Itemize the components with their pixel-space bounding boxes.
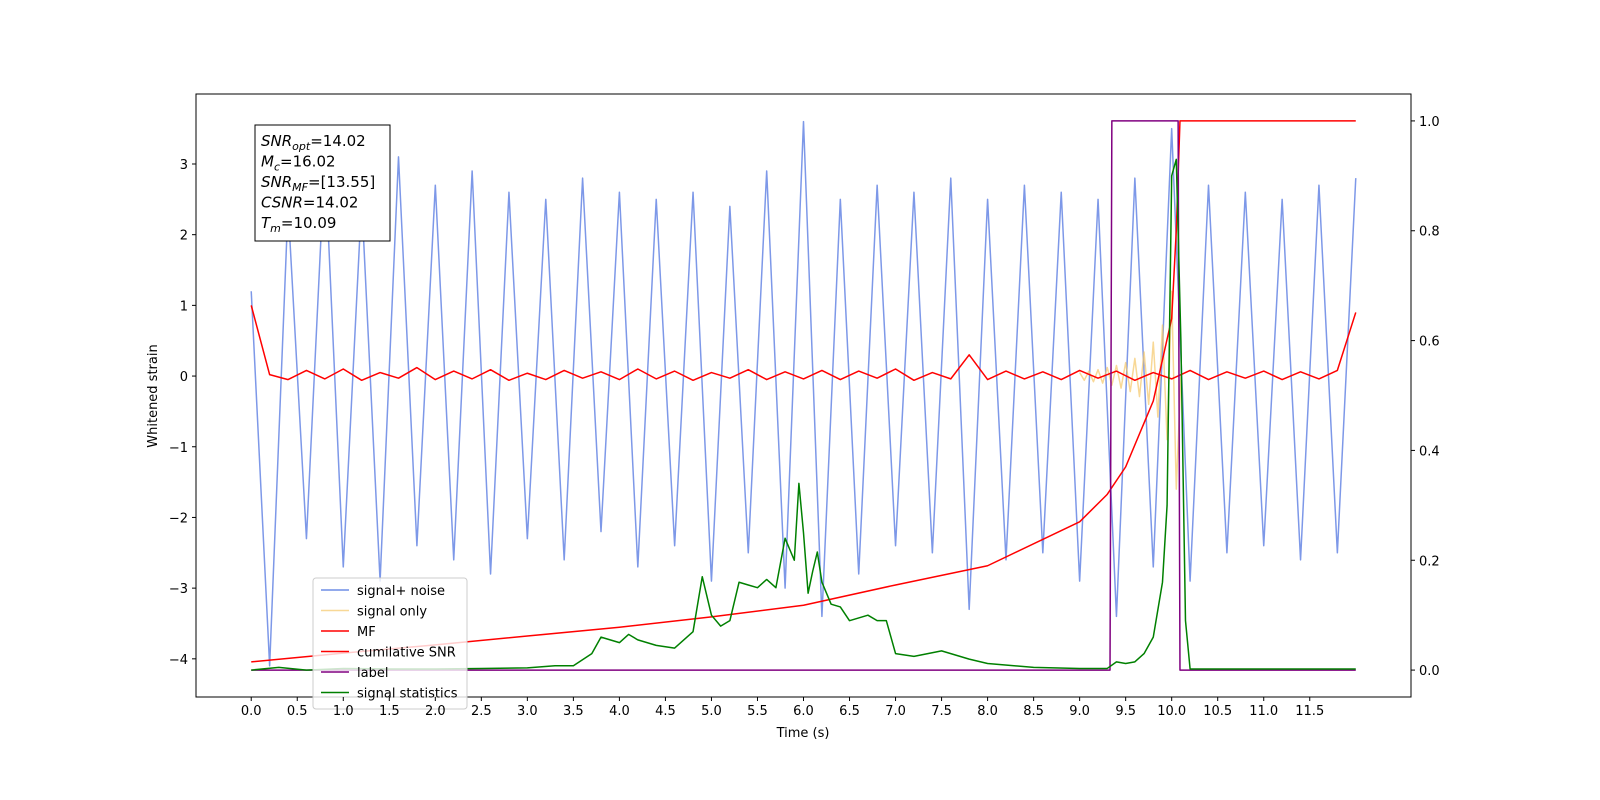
- annotation-value: =14.02: [310, 132, 366, 150]
- annotation-line: Mc=16.02: [261, 153, 336, 174]
- annotation-symbol: SNR: [261, 173, 292, 191]
- x-tick-label: 10.5: [1203, 704, 1232, 719]
- x-tick-label: 3.0: [517, 704, 538, 719]
- annotation-value: =16.02: [280, 153, 336, 171]
- series-line: [251, 120, 1356, 663]
- annotation-subscript: opt: [292, 140, 311, 153]
- annotation-symbol: CSNR: [261, 194, 303, 212]
- y-tick-label: −1: [169, 441, 188, 456]
- y-axis-label: Whitened strain: [146, 344, 161, 447]
- series-line: [1078, 290, 1182, 490]
- plot-area: [250, 120, 1357, 671]
- series-line: [250, 120, 1357, 667]
- x-tick-label: 1.5: [379, 704, 400, 719]
- annotation-value: =10.09: [281, 214, 337, 232]
- annotation-value: =14.02: [303, 194, 359, 212]
- legend-label: signal+ noise: [357, 584, 445, 599]
- y-tick-label: 3: [180, 158, 188, 173]
- annotation-box: SNRopt=14.02Mc=16.02SNRMF=[13.55]CSNR=14…: [254, 124, 391, 242]
- x-tick-label: 5.0: [701, 704, 722, 719]
- annotation-symbol: SNR: [261, 132, 292, 150]
- y-tick-label: 2: [180, 229, 188, 244]
- series-line: [251, 158, 1356, 671]
- annotation-line: Tm=10.09: [261, 214, 336, 235]
- y2-tick-label: 0.0: [1419, 664, 1440, 679]
- x-tick-label: 0.0: [241, 704, 262, 719]
- x-tick-label: 10.0: [1157, 704, 1186, 719]
- legend-frame: [312, 577, 468, 710]
- x-tick-label: 7.5: [931, 704, 952, 719]
- x-tick-label: 9.0: [1069, 704, 1090, 719]
- x-tick-label: 11.5: [1295, 704, 1324, 719]
- x-tick-label: 11.0: [1249, 704, 1278, 719]
- x-tick-label: 6.5: [839, 704, 860, 719]
- y-tick-label: 0: [180, 370, 188, 385]
- x-axis-label: Time (s): [776, 726, 830, 741]
- legend: signal+ noise signal only MF cumilative SNR…: [312, 577, 468, 710]
- y-tick-label: 1: [180, 299, 188, 314]
- y2-tick-label: 1.0: [1419, 115, 1440, 130]
- annotation-value: =[13.55]: [308, 173, 375, 191]
- series-line: [251, 120, 1356, 671]
- x-tick-label: 3.5: [563, 704, 584, 719]
- x-tick-label: 2.0: [425, 704, 446, 719]
- legend-label: signal only: [357, 605, 427, 620]
- x-tick-label: 5.5: [747, 704, 768, 719]
- x-tick-label: 1.0: [333, 704, 354, 719]
- legend-label: label: [357, 666, 388, 681]
- annotation-symbol: T: [261, 214, 272, 232]
- x-tick-label: 0.5: [287, 704, 308, 719]
- y2-tick-label: 0.4: [1419, 444, 1440, 459]
- y2-tick-label: 0.8: [1419, 225, 1440, 240]
- x-tick-label: 7.0: [885, 704, 906, 719]
- annotation-subscript: MF: [292, 181, 308, 194]
- annotation-subscript: c: [274, 161, 280, 174]
- annotation-line: CSNR=14.02: [261, 194, 358, 212]
- annotation-line: SNRopt=14.02: [261, 132, 366, 153]
- legend-label: MF: [357, 625, 376, 640]
- y2-tick-label: 0.6: [1419, 335, 1440, 350]
- y-tick-label: −3: [169, 582, 188, 597]
- x-tick-label: 8.0: [977, 704, 998, 719]
- annotation-line: SNRMF=[13.55]: [261, 173, 375, 194]
- y2-tick-label: 0.2: [1419, 554, 1440, 569]
- legend-label: cumilative SNR: [357, 646, 456, 661]
- x-tick-label: 6.0: [793, 704, 814, 719]
- y-tick-label: −2: [169, 511, 188, 526]
- x-tick-label: 4.5: [655, 704, 676, 719]
- x-tick-label: 9.5: [1115, 704, 1136, 719]
- x-tick-label: 8.5: [1023, 704, 1044, 719]
- annotation-subscript: m: [270, 222, 281, 235]
- x-tick-label: 4.0: [609, 704, 630, 719]
- annotation-symbol: M: [261, 153, 274, 171]
- series-line: [250, 305, 1357, 382]
- legend-label: signal statistics: [357, 687, 458, 702]
- y-tick-label: −4: [169, 653, 188, 668]
- x-tick-label: 2.5: [471, 704, 492, 719]
- annotation-frame: [254, 124, 391, 242]
